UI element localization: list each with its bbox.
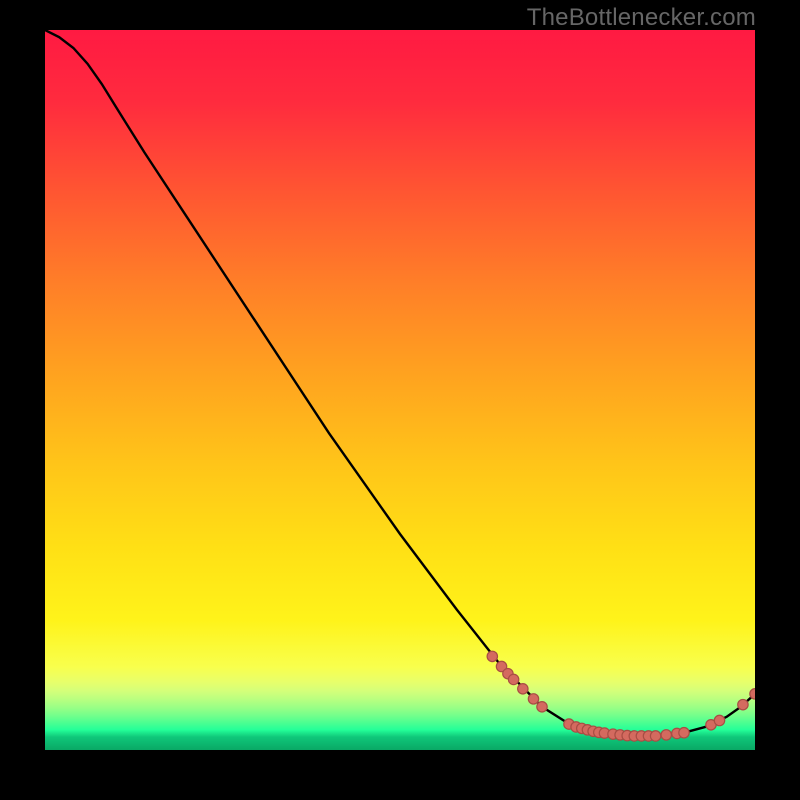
watermark-label: TheBottlenecker.com: [527, 4, 756, 32]
chart-stage: TheBottlenecker.com: [0, 0, 800, 800]
gradient-plot-area: [45, 30, 755, 750]
